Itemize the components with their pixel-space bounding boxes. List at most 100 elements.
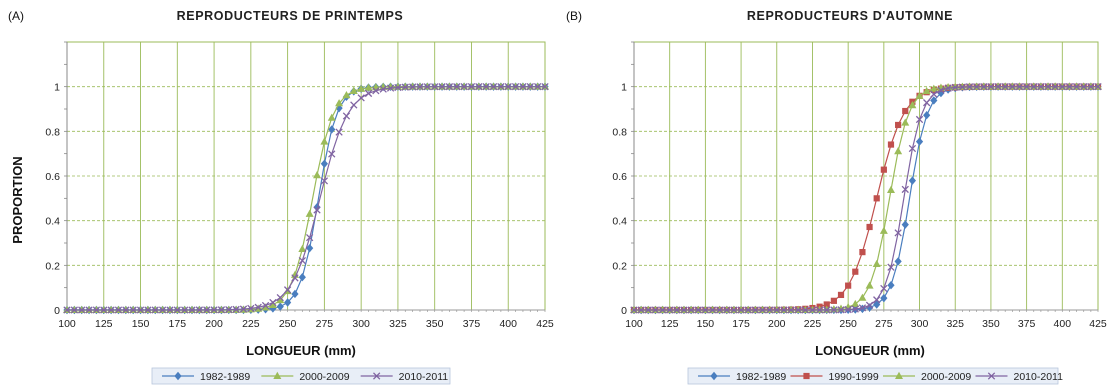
data-point xyxy=(751,306,760,314)
legend-marker xyxy=(174,371,182,381)
x-tick-label: 275 xyxy=(316,318,334,330)
data-point xyxy=(291,289,299,299)
data-point xyxy=(136,306,145,314)
plot-area-b: 100 125 150 175 200 225 250 275 300 325 350 375 400 4… xyxy=(612,41,1107,330)
data-point xyxy=(666,306,674,314)
y-tick-label: 0.6 xyxy=(612,171,627,183)
legend-marker xyxy=(803,372,810,380)
data-point xyxy=(651,306,660,314)
data-point xyxy=(114,306,123,314)
data-point xyxy=(1008,83,1016,91)
x-tick-label: 175 xyxy=(732,318,750,330)
data-point xyxy=(350,101,358,109)
data-point xyxy=(644,306,652,314)
x-tick-label: 350 xyxy=(426,318,444,330)
panel-label-a: (A) xyxy=(8,9,24,23)
data-point xyxy=(851,299,860,308)
legend-item: 2000-2009 xyxy=(883,371,971,383)
legend-marker xyxy=(710,371,718,381)
data-point xyxy=(929,84,938,92)
data-point xyxy=(298,256,306,265)
x-tick-label: 250 xyxy=(279,318,297,330)
legend-item: 1982-1989 xyxy=(162,371,250,383)
data-point xyxy=(915,115,924,124)
x-tick-label: 125 xyxy=(95,318,113,330)
data-point xyxy=(276,302,284,311)
x-tick-label: 150 xyxy=(697,318,715,330)
data-point xyxy=(944,84,952,92)
data-point xyxy=(210,306,218,314)
y-tick-label: 0.8 xyxy=(45,126,60,138)
data-point xyxy=(937,88,945,98)
data-point xyxy=(342,112,351,120)
data-point xyxy=(519,83,527,91)
x-tick-label: 425 xyxy=(1089,318,1107,330)
data-point xyxy=(859,249,866,256)
legend-box xyxy=(687,367,1059,385)
data-point xyxy=(845,282,852,289)
data-point xyxy=(188,306,196,314)
x-tick-label: 375 xyxy=(1018,318,1036,330)
data-point xyxy=(482,83,490,91)
data-point xyxy=(327,113,336,121)
data-point xyxy=(122,306,130,314)
y-tick-label: 0.2 xyxy=(612,260,627,272)
data-point xyxy=(923,99,931,107)
data-point xyxy=(144,306,152,314)
data-point xyxy=(880,293,888,303)
data-point xyxy=(533,83,542,91)
data-point xyxy=(232,305,240,314)
legend-item: 1990-1999 xyxy=(790,371,879,383)
data-point xyxy=(637,306,645,314)
x-tick-label: 225 xyxy=(242,318,260,330)
legend-marker xyxy=(987,372,996,380)
data-point xyxy=(100,306,108,314)
data-point xyxy=(894,257,902,266)
data-point xyxy=(680,306,688,314)
x-tick-label: 100 xyxy=(625,318,643,330)
data-point xyxy=(865,281,874,289)
data-point xyxy=(357,94,365,102)
data-point xyxy=(541,83,549,91)
legend-item: 2010-2011 xyxy=(975,371,1063,383)
data-point xyxy=(851,305,859,313)
data-point xyxy=(837,291,845,299)
data-point xyxy=(887,280,895,290)
series-line xyxy=(634,86,1098,311)
x-tick-label: 250 xyxy=(839,318,857,330)
data-point xyxy=(1080,83,1088,91)
data-point xyxy=(894,147,903,155)
legend-item: 2010-2011 xyxy=(360,371,449,383)
data-point xyxy=(261,301,270,310)
data-point xyxy=(475,83,483,91)
data-point xyxy=(930,90,938,98)
data-point xyxy=(276,295,285,304)
data-point xyxy=(291,274,299,282)
data-point xyxy=(694,306,702,314)
data-point xyxy=(1015,83,1024,91)
x-tick-label: 275 xyxy=(875,318,893,330)
data-point xyxy=(858,304,867,312)
data-point xyxy=(364,89,373,98)
data-point xyxy=(708,306,717,314)
x-tick-label: 100 xyxy=(58,318,76,330)
legend-label: 1982-1989 xyxy=(736,371,786,383)
data-point xyxy=(730,306,738,314)
data-point xyxy=(880,166,887,173)
series-line xyxy=(67,86,545,311)
data-point xyxy=(225,306,233,314)
x-tick-label: 150 xyxy=(132,318,150,330)
data-point xyxy=(880,284,888,293)
data-point xyxy=(901,220,909,229)
data-point xyxy=(673,306,681,314)
legend-label: 2010-2011 xyxy=(399,371,449,383)
data-point xyxy=(923,111,931,120)
data-point xyxy=(1001,83,1009,91)
data-point xyxy=(438,83,446,91)
data-point xyxy=(335,128,343,136)
data-point xyxy=(283,286,292,294)
data-point xyxy=(687,306,695,314)
data-point xyxy=(915,137,924,146)
data-point xyxy=(965,83,974,91)
data-point xyxy=(254,303,262,311)
